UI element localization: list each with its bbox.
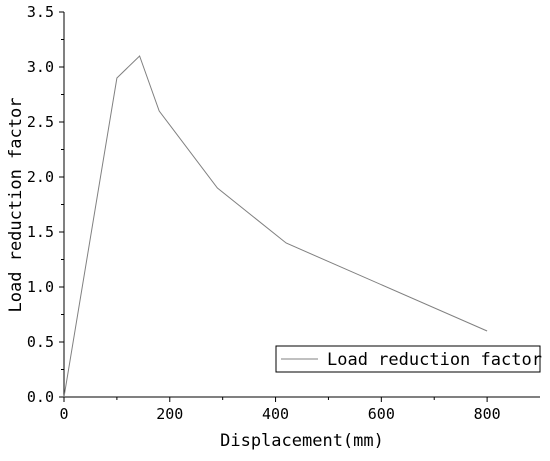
legend: Load reduction factor [275, 345, 542, 373]
x-tick-label: 800 [474, 405, 501, 423]
y-tick-label: 2.0 [27, 168, 54, 186]
legend-label: Load reduction factor [327, 350, 542, 370]
x-tick-label: 200 [156, 405, 183, 423]
x-tick-label: 600 [368, 405, 395, 423]
y-tick-label: 2.5 [27, 113, 54, 131]
y-tick-label: 1.5 [27, 223, 54, 241]
x-axis-title: Displacement(mm) [220, 431, 384, 451]
axes [63, 12, 540, 398]
y-axis-title: Load reduction factor [6, 98, 26, 313]
ticks: 0.0 0.5 1.0 1.5 2.0 2.5 3.0 3.5 0 200 400 600 800 [27, 3, 501, 423]
series-line [63, 55, 488, 398]
y-tick-label: 3.0 [27, 58, 54, 76]
y-tick-label: 0.0 [27, 388, 54, 406]
x-tick-label: 400 [262, 405, 289, 423]
legend-box [275, 345, 541, 373]
y-tick-label: 3.5 [27, 3, 54, 21]
x-tick-label: 0 [59, 405, 68, 423]
series-layer [63, 55, 488, 398]
y-tick-label: 1.0 [27, 278, 54, 296]
y-tick-label: 0.5 [27, 333, 54, 351]
